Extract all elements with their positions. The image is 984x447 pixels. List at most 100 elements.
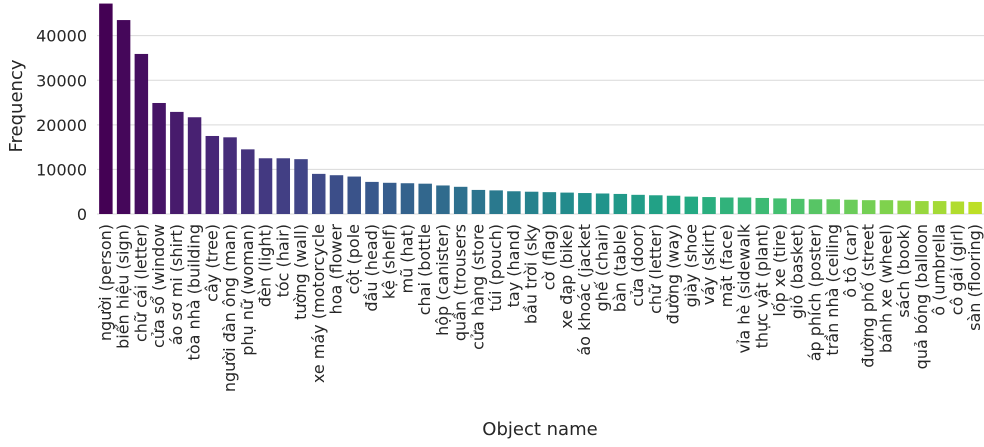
x-tick-label: quả bóng (balloon	[912, 224, 931, 369]
x-tick-label: tay (hand)	[504, 224, 523, 307]
bar	[720, 197, 734, 214]
x-tick-label: cửa hàng (store	[468, 224, 487, 350]
bar	[223, 137, 237, 214]
bar	[489, 190, 503, 214]
bar	[170, 111, 184, 214]
bar	[276, 158, 291, 214]
bar	[595, 193, 610, 214]
bar	[312, 173, 326, 214]
x-tick-label: áp phích (poster)	[805, 224, 824, 361]
x-tick-label: túi (pouch)	[486, 224, 505, 311]
x-tick-label: người đàn ông (man)	[220, 224, 239, 392]
x-tick-label: cây (tree)	[202, 224, 221, 302]
x-tick-label: ô (umbrella	[930, 224, 949, 316]
x-tick-label: bánh xe (wheel)	[876, 224, 895, 353]
x-tick-label: giỏ (basket)	[788, 224, 807, 319]
x-tick-labels: người (person)biển hiệu (sign)chữ cái (l…	[96, 223, 984, 392]
x-tick-label: cột (pole	[344, 224, 363, 294]
bar	[968, 201, 982, 214]
x-tick-label: hoa (flower	[326, 224, 345, 315]
x-tick-label: sách (book)	[894, 224, 913, 318]
bar	[347, 176, 361, 214]
x-tick-label: hộp (canister)	[433, 224, 452, 336]
bar	[844, 199, 858, 214]
y-tick-label: 20000	[36, 116, 87, 135]
bar	[950, 201, 965, 214]
x-tick-label: thực vật (plant)	[752, 224, 771, 348]
y-tick-label: 30000	[36, 71, 87, 90]
x-tick-label: xe đạp (bike)	[557, 224, 576, 329]
bar	[560, 192, 574, 214]
y-tick-label: 0	[77, 205, 87, 224]
bar	[773, 198, 787, 214]
bar	[826, 199, 840, 214]
x-tick-label: váy (skirt)	[699, 224, 718, 305]
x-tick-label: sàn (flooring)	[965, 224, 984, 331]
bar	[400, 183, 415, 214]
bar	[436, 185, 450, 214]
x-tick-label: phụ nữ (woman)	[238, 224, 257, 356]
bar	[649, 195, 663, 214]
bar	[453, 186, 468, 214]
bar	[524, 191, 539, 214]
x-tick-label: giày (shoe	[681, 224, 700, 307]
bar	[737, 197, 752, 214]
x-tick-label: cửa sổ (window	[149, 224, 168, 348]
x-tick-label: cô gái (girl)	[947, 224, 966, 315]
x-tick-label: tường (wall)	[291, 224, 310, 320]
x-tick-label: biển hiệu (sign)	[114, 224, 133, 349]
x-axis-label: Object name	[482, 419, 597, 440]
bar	[294, 159, 308, 214]
bar	[134, 53, 149, 215]
bar	[790, 198, 805, 214]
bar	[879, 200, 894, 214]
bar	[755, 197, 769, 214]
x-tick-label: chữ (letter)	[646, 224, 665, 314]
x-tick-label: tóc (hair)	[273, 224, 292, 297]
x-tick-label: trần nhà (ceiling	[823, 224, 842, 356]
bar	[542, 192, 557, 214]
x-tick-label: bầu trời (sky	[522, 224, 541, 324]
x-tick-label: áo sơ mi (shirt)	[167, 224, 186, 345]
bar	[241, 149, 255, 214]
x-tick-label: tòa nhà (building	[185, 224, 204, 360]
bar	[365, 181, 379, 214]
bar	[702, 197, 716, 214]
x-tick-label: lốp xe (tire)	[770, 224, 789, 317]
x-tick-label: ghế (chair)	[593, 224, 612, 311]
x-tick-label: vỉa hè (sidewalk	[735, 223, 754, 353]
x-tick-label: mũ (hat)	[397, 224, 416, 294]
y-tick-labels: 0 10000 20000 30000 40000	[36, 27, 87, 224]
x-tick-label: đường (way)	[664, 224, 683, 324]
bar	[187, 117, 202, 214]
x-tick-label: chữ cái (letter)	[131, 224, 150, 342]
bar	[808, 199, 823, 214]
x-tick-label: áo khoác (jacket	[575, 224, 594, 356]
bar	[471, 189, 486, 214]
bar	[684, 196, 699, 214]
y-axis-label: Frequency	[6, 59, 27, 152]
bar	[932, 201, 947, 214]
y-tick-label: 40000	[36, 27, 87, 46]
x-tick-label: người (person)	[96, 224, 115, 341]
x-tick-label: bàn (table)	[610, 224, 629, 312]
bar	[99, 3, 113, 215]
bar	[418, 183, 432, 214]
bar	[613, 193, 628, 214]
x-tick-label: đèn (light)	[256, 224, 275, 307]
x-tick-label: đường phố (street	[859, 224, 878, 368]
x-tick-label: quần (trousers	[451, 224, 470, 341]
bar	[861, 200, 876, 214]
y-tick-label: 10000	[36, 160, 87, 179]
bar	[329, 175, 344, 214]
bar	[631, 194, 645, 214]
bar	[666, 195, 681, 214]
bar	[915, 201, 929, 214]
x-tick-label: chai (bottle	[415, 224, 434, 315]
bar	[205, 135, 220, 214]
x-tick-label: đầu (head)	[362, 224, 381, 312]
bar	[152, 102, 166, 214]
x-tick-label: xe máy (motorcycle	[309, 224, 328, 383]
